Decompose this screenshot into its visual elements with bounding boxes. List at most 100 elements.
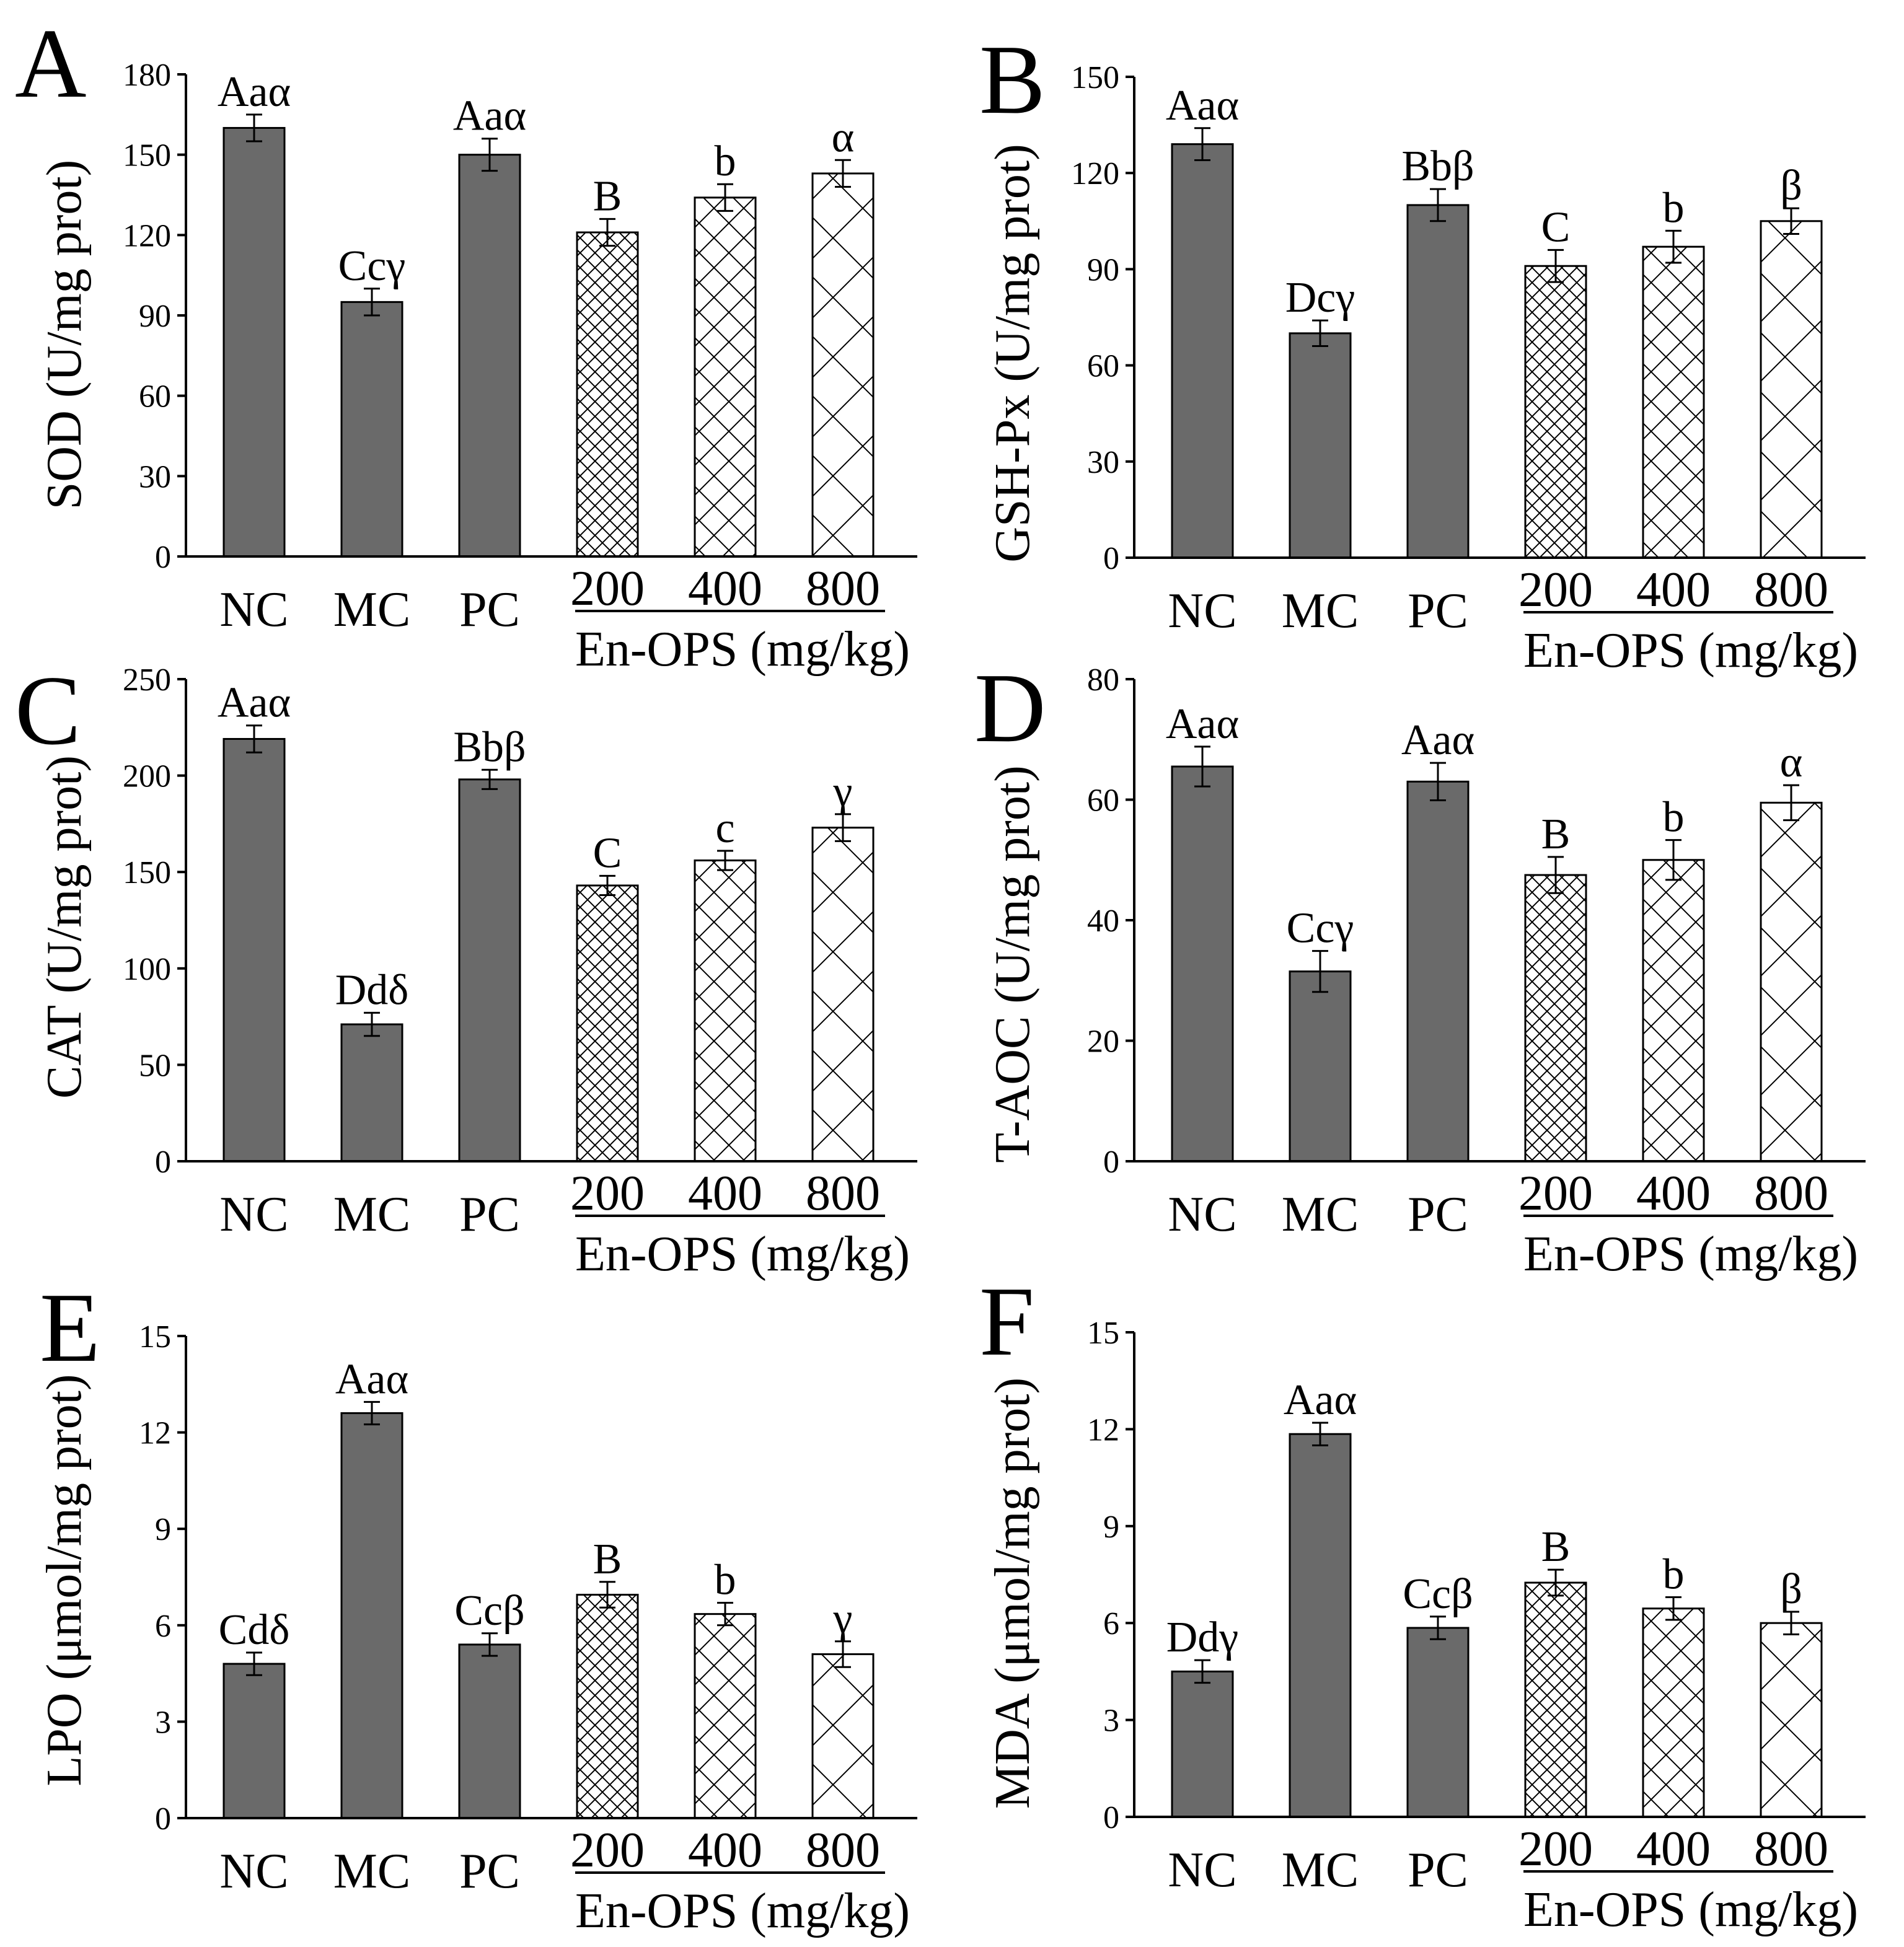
panel-letter: B	[979, 24, 1046, 134]
significance-label: c	[715, 804, 734, 852]
y-tick-label: 0	[1103, 1145, 1119, 1180]
bar-400	[694, 859, 757, 1162]
error-bar	[1312, 950, 1328, 993]
panel-letter: A	[15, 8, 87, 118]
y-tick-label: 60	[139, 379, 171, 415]
error-bar	[482, 768, 498, 790]
significance-label: Aaα	[1401, 716, 1474, 764]
panel-d: D Aaα NC Ccγ MC Aaα PC B 200 b 400 α 800 0 20 40 60 80 T-A…	[974, 653, 1866, 1281]
panel-b: B Aaα NC Dcγ MC Bbβ PC C 200 b 400 β 800 0 30 60 90 120 15…	[979, 24, 1866, 678]
y-tick-label: 250	[123, 662, 171, 698]
panel-letter: D	[974, 653, 1046, 763]
y-tick-label: 0	[155, 1801, 171, 1837]
y-tick-label: 90	[1087, 252, 1119, 288]
bar-nc	[1171, 143, 1234, 559]
group-label: En-OPS (mg/kg)	[1523, 1227, 1858, 1281]
x-tick-label: 400	[688, 1166, 762, 1221]
y-axis-label: T-AOC (U/mg prot)	[985, 765, 1040, 1162]
significance-label: α	[832, 113, 855, 161]
x-tick-label: 200	[570, 1166, 645, 1221]
y-tick-label: 40	[1087, 903, 1119, 939]
bar-400	[1642, 859, 1705, 1162]
error-bar	[1548, 856, 1564, 894]
significance-label: Aaα	[1166, 700, 1239, 748]
x-tick-label: 400	[688, 561, 762, 616]
bar-200	[576, 1594, 639, 1819]
bar-mc	[340, 301, 403, 558]
x-tick-label: PC	[1408, 1187, 1468, 1242]
significance-label: C	[593, 829, 622, 877]
significance-label: Dcγ	[1285, 274, 1355, 322]
y-tick-label: 0	[1103, 541, 1119, 576]
significance-label: Ccγ	[338, 242, 406, 290]
error-bar	[1312, 1422, 1328, 1446]
y-tick-label: 12	[139, 1416, 171, 1451]
x-tick-label: 800	[806, 1166, 880, 1221]
x-tick-label: MC	[1282, 1843, 1359, 1897]
x-tick-label: NC	[219, 1187, 288, 1242]
significance-label: Ddδ	[335, 966, 409, 1014]
y-tick-label: 6	[1103, 1606, 1119, 1642]
x-tick-label: 800	[1754, 563, 1828, 617]
x-tick-label: 200	[1518, 1166, 1593, 1221]
error-bar	[835, 159, 851, 188]
bar-pc	[1406, 1627, 1470, 1818]
group-label: En-OPS (mg/kg)	[575, 622, 910, 677]
error-bar	[599, 218, 615, 247]
error-bar	[1194, 745, 1210, 788]
y-axis-label: LPO (μmol/mg prot)	[37, 1374, 92, 1786]
group-label: En-OPS (mg/kg)	[1523, 623, 1858, 678]
y-tick-label: 3	[155, 1705, 171, 1740]
bar-800	[1760, 220, 1823, 559]
y-tick-label: 120	[1071, 156, 1119, 191]
bar-800	[811, 172, 875, 558]
panel-e: E Cdδ NC Aaα MC Ccβ PC B 200 b 400 γ 800 0 3 6 9 12 15 LPO …	[37, 1272, 917, 1938]
bar-200	[576, 231, 639, 558]
y-tick-label: 180	[123, 58, 171, 93]
y-tick-label: 3	[1103, 1703, 1119, 1739]
group-label: En-OPS (mg/kg)	[1523, 1883, 1858, 1937]
x-tick-label: 800	[1754, 1822, 1828, 1876]
bar-mc	[340, 1023, 403, 1162]
significance-label: Bbβ	[1401, 143, 1474, 190]
error-bar	[1312, 319, 1328, 348]
y-axis-label: MDA (μmol/mg prot)	[985, 1378, 1040, 1809]
error-bar	[364, 288, 380, 317]
error-bar	[482, 1632, 498, 1657]
significance-label: Aaα	[453, 92, 526, 140]
x-tick-label: NC	[219, 582, 288, 637]
y-tick-label: 15	[1087, 1316, 1119, 1351]
bar-mc	[1289, 1433, 1352, 1818]
significance-label: Ccβ	[1403, 1570, 1473, 1618]
x-tick-label: 400	[1636, 563, 1711, 617]
significance-label: Cdδ	[219, 1606, 290, 1654]
x-tick-label: MC	[333, 582, 411, 637]
error-bar	[364, 1400, 380, 1426]
x-tick-label: 200	[570, 561, 645, 616]
error-bar	[717, 850, 733, 871]
error-bar	[1430, 1615, 1446, 1640]
y-tick-label: 30	[1087, 445, 1119, 480]
error-bar	[482, 138, 498, 172]
error-bar	[1430, 188, 1446, 222]
error-bar	[717, 1601, 733, 1627]
group-label: En-OPS (mg/kg)	[575, 1227, 910, 1281]
significance-label: β	[1780, 162, 1802, 209]
bar-mc	[1289, 332, 1352, 559]
significance-label: Aaα	[1284, 1376, 1357, 1424]
x-tick-label: PC	[459, 582, 520, 637]
y-tick-label: 150	[123, 855, 171, 890]
error-bar	[835, 813, 851, 842]
error-bar	[1548, 1568, 1564, 1597]
y-axis-label: GSH-Px (U/mg prot)	[985, 144, 1040, 563]
bar-pc	[1406, 204, 1470, 559]
bar-800	[1760, 1622, 1823, 1818]
x-tick-label: MC	[1282, 584, 1359, 638]
significance-label: Ccγ	[1287, 905, 1354, 952]
bar-nc	[1171, 1670, 1234, 1818]
error-bar	[1194, 1659, 1210, 1684]
x-tick-label: MC	[333, 1844, 411, 1899]
significance-label: b	[1663, 184, 1685, 232]
bar-400	[1642, 245, 1705, 559]
x-tick-label: 400	[1636, 1822, 1711, 1876]
